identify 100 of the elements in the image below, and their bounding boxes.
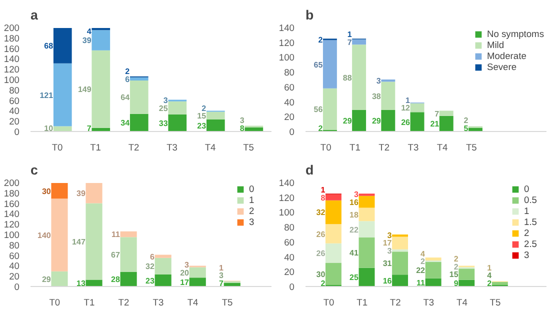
y-tick-label: 100 [4, 230, 20, 240]
data-label: 8 [320, 193, 326, 202]
y-tick-label: 60 [284, 82, 295, 92]
data-label: 2 [320, 278, 326, 288]
data-label: 13 [76, 278, 86, 288]
bar [410, 103, 424, 112]
x-tick-label: T5 [490, 298, 501, 308]
data-label: 3 [184, 260, 190, 270]
bar [392, 252, 408, 275]
data-label: 64 [120, 93, 130, 102]
y-tick-label: 120 [278, 38, 295, 48]
data-label: 7 [219, 278, 224, 288]
data-label: 17 [382, 238, 392, 248]
x-tick-label: T0 [52, 142, 63, 152]
y-tick-label: 40 [284, 252, 295, 262]
bar [358, 196, 375, 208]
data-label: 3 [387, 246, 392, 256]
data-label: 147 [72, 238, 86, 247]
x-tick-label: T4 [204, 142, 216, 152]
legend-label: 1 [249, 195, 256, 205]
data-label: 23 [146, 276, 156, 286]
bar [120, 231, 137, 238]
legend-label: 1.5 [524, 217, 538, 227]
legend-label: Severe [486, 62, 517, 72]
data-label: 39 [82, 36, 92, 46]
y-tick-label: 180 [4, 188, 20, 198]
bar [189, 278, 206, 286]
y-tick-label: 80 [284, 222, 295, 233]
y-tick-label: 200 [4, 178, 20, 188]
bar [458, 280, 475, 286]
data-label: 2 [454, 262, 459, 272]
bar [439, 116, 454, 132]
data-label: 1 [219, 263, 224, 272]
data-label: 6 [150, 252, 156, 262]
data-label: 21 [430, 120, 440, 129]
data-label: 10 [44, 124, 54, 133]
data-label: 22 [350, 225, 359, 234]
data-label: 4 [487, 271, 492, 280]
bar [492, 282, 508, 286]
y-tick-label: 200 [4, 23, 20, 33]
legend-label: 0.5 [524, 195, 538, 205]
data-label: 2 [420, 257, 426, 266]
x-tick-label: T2 [118, 298, 130, 308]
x-tick-label: T4 [187, 298, 198, 308]
x-tick-label: T5 [466, 142, 477, 152]
x-tick-label: T2 [378, 142, 390, 152]
y-tick-label: 80 [9, 240, 20, 250]
data-label: 22 [416, 266, 426, 276]
data-label: 12 [401, 104, 411, 113]
bar [325, 243, 342, 263]
bar [381, 82, 396, 110]
y-tick-label: 100 [278, 52, 295, 63]
data-label: 33 [158, 118, 168, 128]
chart-title: b [306, 8, 314, 22]
data-label: 6 [125, 74, 130, 84]
bar [154, 274, 172, 286]
bar [325, 194, 342, 200]
y-tick-label: 120 [278, 192, 295, 203]
data-label: 38 [372, 92, 382, 101]
chart-title: c [30, 162, 38, 178]
bar [458, 268, 475, 280]
data-label: 2 [125, 67, 130, 76]
bar [154, 258, 172, 275]
y-tick-label: 140 [4, 209, 20, 220]
data-label: 28 [111, 275, 120, 284]
x-tick-label: T0 [49, 298, 60, 308]
y-tick-label: 0 [14, 127, 20, 137]
data-label: 29 [372, 116, 382, 126]
bar [325, 262, 342, 286]
data-label: 9 [454, 278, 459, 288]
data-label: 4 [86, 27, 92, 36]
x-tick-label: T1 [356, 298, 368, 308]
data-label: 1 [406, 96, 411, 105]
data-label: 3 [387, 230, 392, 240]
data-label: 32 [316, 208, 326, 218]
data-label: 26 [316, 230, 326, 239]
bar [325, 200, 342, 224]
data-label: 65 [314, 60, 324, 70]
data-label: 88 [342, 73, 352, 82]
y-tick-label: 160 [4, 198, 20, 209]
x-tick-label: T2 [128, 142, 140, 152]
bar [325, 224, 342, 244]
x-tick-label: T2 [390, 298, 401, 308]
y-tick-label: 0 [289, 282, 295, 292]
legend-label: 2 [524, 228, 530, 238]
data-label: 2 [202, 104, 207, 113]
data-label: 4 [420, 249, 426, 258]
bar [439, 110, 454, 116]
data-label: 32 [146, 262, 156, 272]
data-label: 15 [197, 112, 207, 121]
bar [86, 203, 102, 280]
data-label: 1 [320, 186, 326, 195]
legend-label: 3 [524, 250, 530, 260]
bar [392, 236, 408, 250]
legend-label: 2.5 [524, 239, 538, 249]
data-label: 3 [376, 76, 382, 86]
bar [352, 39, 366, 45]
legend-label: No symptoms [486, 29, 544, 39]
x-tick-label: T3 [166, 142, 178, 152]
y-tick-label: 60 [9, 96, 20, 106]
